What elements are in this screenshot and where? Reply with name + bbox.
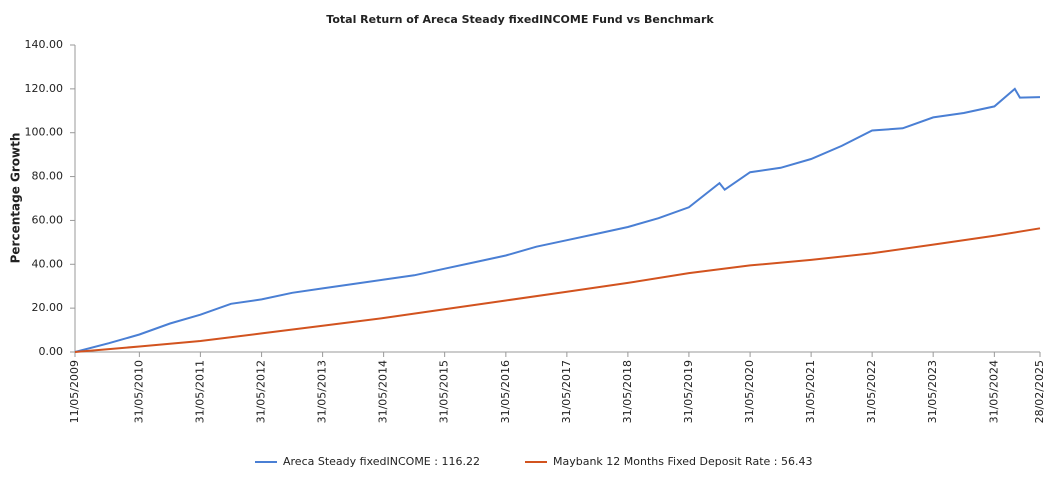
series-line — [74, 87, 1041, 353]
y-tick-label: 140.00 — [25, 38, 64, 51]
x-tick-label: 31/05/2013 — [316, 360, 329, 423]
x-tick-label: 31/05/2022 — [865, 360, 878, 423]
x-tick-label: 11/05/2009 — [68, 360, 81, 423]
legend-label: Areca Steady fixedINCOME : 116.22 — [283, 455, 480, 468]
y-tick-label: 60.00 — [32, 213, 64, 226]
x-tick-label: 31/05/2011 — [193, 360, 206, 423]
y-axis-label: Percentage Growth — [9, 133, 23, 264]
y-tick-label: 100.00 — [25, 126, 64, 139]
x-tick-label: 31/05/2014 — [377, 360, 390, 423]
legend-label: Maybank 12 Months Fixed Deposit Rate : 5… — [553, 455, 812, 468]
x-tick-label: 31/05/2019 — [682, 360, 695, 423]
y-tick-label: 0.00 — [39, 345, 64, 358]
y-tick-label: 20.00 — [32, 301, 64, 314]
x-tick-label: 31/05/2016 — [499, 360, 512, 423]
x-tick-label: 31/05/2017 — [560, 360, 573, 423]
y-tick-label: 120.00 — [25, 82, 64, 95]
x-tick-label: 31/05/2023 — [926, 360, 939, 423]
x-tick-label: 31/05/2021 — [804, 360, 817, 423]
x-tick-label: 31/05/2020 — [743, 360, 756, 423]
x-tick-label: 31/05/2012 — [255, 360, 268, 423]
series-line — [74, 227, 1041, 353]
x-tick-label: 31/05/2015 — [438, 360, 451, 423]
y-tick-label: 40.00 — [32, 257, 64, 270]
x-tick-label: 31/05/2010 — [132, 360, 145, 423]
x-tick-label: 28/02/2025 — [1033, 360, 1044, 423]
y-tick-label: 80.00 — [32, 170, 64, 183]
chart-title: Total Return of Areca Steady fixedINCOME… — [326, 13, 714, 26]
x-tick-label: 31/05/2024 — [987, 360, 1000, 423]
x-tick-label: 31/05/2018 — [621, 360, 634, 423]
